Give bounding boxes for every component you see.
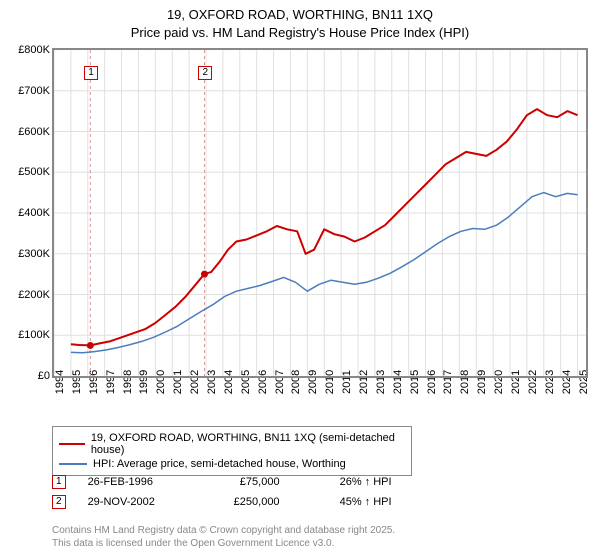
sale-row-price: £75,000 <box>205 476 280 488</box>
sale-row-date: 29-NOV-2002 <box>88 496 183 508</box>
legend-item: HPI: Average price, semi-detached house,… <box>59 457 405 471</box>
title-line-1: 19, OXFORD ROAD, WORTHING, BN11 1XQ <box>167 7 433 22</box>
sale-marker-1: 1 <box>84 66 98 80</box>
legend: 19, OXFORD ROAD, WORTHING, BN11 1XQ (sem… <box>52 426 412 476</box>
sale-row-pct: 26% ↑ HPI <box>302 476 392 488</box>
legend-swatch <box>59 463 87 465</box>
ytick-label: £0 <box>38 370 50 382</box>
ytick-label: £500K <box>18 166 50 178</box>
sale-row-pct: 45% ↑ HPI <box>302 496 392 508</box>
sale-row: 1 26-FEB-1996 £75,000 26% ↑ HPI <box>52 472 392 492</box>
sale-row-price: £250,000 <box>205 496 280 508</box>
sale-row-marker: 1 <box>52 475 66 489</box>
sale-row-date: 26-FEB-1996 <box>88 476 183 488</box>
chart-svg <box>54 50 586 376</box>
ytick-label: £700K <box>18 85 50 97</box>
ytick-label: £300K <box>18 248 50 260</box>
sale-row: 2 29-NOV-2002 £250,000 45% ↑ HPI <box>52 492 392 512</box>
footer-line-1: Contains HM Land Registry data © Crown c… <box>52 525 395 536</box>
legend-label: HPI: Average price, semi-detached house,… <box>93 458 346 470</box>
chart-title: 19, OXFORD ROAD, WORTHING, BN11 1XQ Pric… <box>0 0 600 41</box>
chart-container: 19, OXFORD ROAD, WORTHING, BN11 1XQ Pric… <box>0 0 600 560</box>
title-line-2: Price paid vs. HM Land Registry's House … <box>131 25 469 40</box>
ytick-label: £400K <box>18 207 50 219</box>
ytick-label: £100K <box>18 329 50 341</box>
footer-line-2: This data is licensed under the Open Gov… <box>52 538 334 549</box>
footer-attribution: Contains HM Land Registry data © Crown c… <box>52 524 395 550</box>
ytick-label: £600K <box>18 126 50 138</box>
ytick-label: £200K <box>18 289 50 301</box>
legend-label: 19, OXFORD ROAD, WORTHING, BN11 1XQ (sem… <box>91 432 405 456</box>
sales-table: 1 26-FEB-1996 £75,000 26% ↑ HPI 2 29-NOV-2002… <box>52 472 392 512</box>
sale-row-marker: 2 <box>52 495 66 509</box>
plot-area: 12 <box>52 48 588 378</box>
sale-marker-2: 2 <box>198 66 212 80</box>
ytick-label: £800K <box>18 44 50 56</box>
legend-swatch <box>59 443 85 445</box>
legend-item: 19, OXFORD ROAD, WORTHING, BN11 1XQ (sem… <box>59 431 405 457</box>
